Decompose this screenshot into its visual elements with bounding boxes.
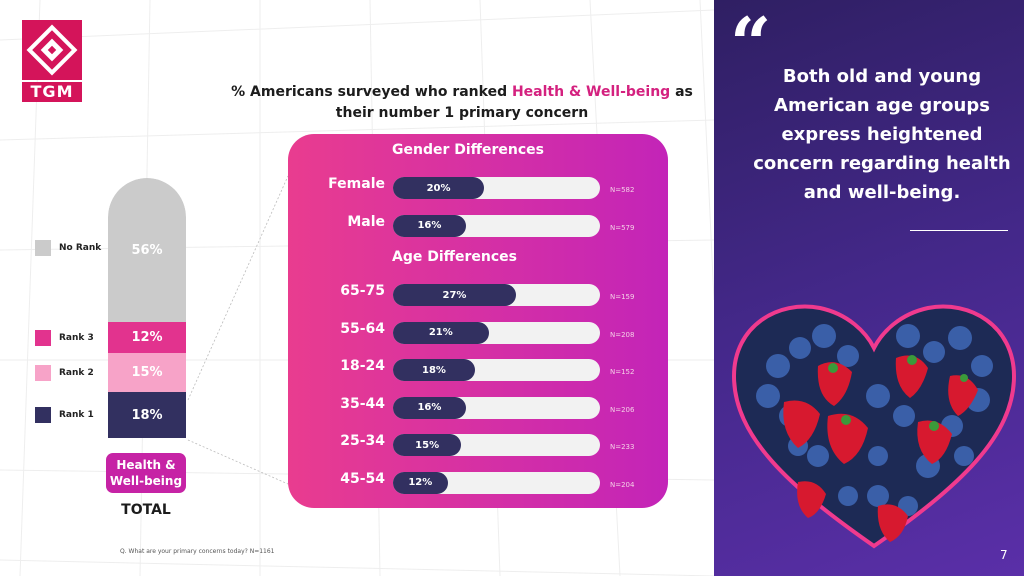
bar-fill: 16%: [393, 396, 466, 419]
stack-segment-label: 18%: [131, 407, 163, 423]
bar-value-label: 18%: [422, 364, 446, 376]
row-label: 55-64: [340, 320, 385, 337]
bar-value-label: 16%: [417, 402, 442, 413]
sample-size: N=159: [610, 293, 635, 301]
row-label: 18-24: [340, 358, 385, 374]
stack-segment-rank-1: 18%: [108, 392, 186, 438]
headline-suffix: as their number 1 primary concern: [335, 84, 693, 121]
stack-segment-label: 56%: [131, 242, 163, 258]
bar-track: 20%: [393, 177, 600, 199]
bar-fill: 15%: [393, 434, 462, 456]
bar-track: 16%: [393, 396, 600, 419]
row-label: 45-54: [340, 470, 385, 487]
headline-prefix: % Americans surveyed who ranked: [231, 84, 512, 100]
bar-track: 21%: [393, 321, 600, 344]
sample-size: N=233: [610, 443, 635, 451]
row-label: 35-44: [340, 395, 385, 412]
row-label: 25-34: [340, 433, 385, 449]
bar-fill: 27%: [393, 284, 516, 306]
legend-item: Rank 3: [35, 329, 94, 346]
quote-panel: “ Both old and young American age groups…: [714, 0, 1024, 576]
stacked-total-bar: 18% 15% 12% 56%: [108, 178, 186, 438]
sample-size: N=152: [610, 368, 635, 376]
legend-label: No Rank: [59, 243, 102, 253]
legend-swatch: [35, 329, 51, 346]
logo-text: TGM: [22, 82, 82, 102]
bar-track: 15%: [393, 434, 600, 456]
sample-size: N=208: [610, 330, 635, 339]
legend-swatch: [35, 364, 51, 381]
quote-text: Both old and young American age groups e…: [753, 66, 1011, 203]
total-label: TOTAL: [121, 502, 171, 518]
sample-size: N=206: [610, 405, 635, 414]
category-label: Health & Well-being: [106, 453, 186, 493]
bar-value-label: 27%: [442, 289, 467, 301]
legend-swatch: [35, 407, 51, 423]
section-title: Gender Differences: [392, 142, 544, 158]
row-label: 65-75: [340, 283, 385, 299]
bar-track: 12%: [393, 471, 600, 494]
legend-label: Rank 1: [59, 410, 94, 420]
bar-track: 18%: [393, 359, 600, 381]
bar-track: 27%: [393, 284, 600, 306]
differences-panel: Gender Differences Female 20% N=582 Male 16% N…: [288, 134, 668, 508]
bar-value-label: 16%: [417, 220, 442, 231]
stack-segment-label: 12%: [131, 330, 163, 345]
legend-item: Rank 2: [35, 364, 94, 381]
stack-segment-label: 15%: [131, 365, 163, 380]
bar-fill: 12%: [393, 471, 448, 494]
headline-highlight: Health & Well-being: [511, 84, 671, 100]
berries-heart-image: [731, 304, 1017, 549]
stack-segment-rank-3: 12%: [108, 322, 186, 353]
bar-value-label: 12%: [408, 477, 433, 488]
bar-track: 16%: [393, 214, 600, 237]
bar-fill: 16%: [393, 214, 466, 237]
stack-segment-no-rank: 56%: [108, 178, 186, 322]
bar-value-label: 20%: [426, 182, 451, 194]
legend-swatch: [35, 240, 51, 256]
bar-value-label: 21%: [428, 327, 453, 338]
sample-size: N=579: [610, 223, 635, 232]
bar-fill: 18%: [393, 359, 475, 381]
row-label: Male: [347, 213, 385, 230]
sample-size: N=204: [610, 480, 635, 489]
bar-fill: 20%: [393, 177, 485, 199]
bar-fill: 21%: [393, 321, 489, 344]
footnote: Q. What are your primary concerns today?…: [120, 548, 275, 555]
legend-item: Rank 1: [35, 407, 94, 423]
section-title: Age Differences: [392, 249, 517, 265]
legend-label: Rank 3: [59, 332, 94, 343]
chart-headline: % Americans surveyed who ranked Health &…: [222, 82, 702, 124]
tgm-logo: TGM: [22, 20, 82, 102]
stack-segment-rank-2: 15%: [108, 353, 186, 392]
quote-mark-icon: “: [730, 1, 772, 86]
legend-item: No Rank: [35, 240, 101, 256]
quote-divider: [910, 230, 1008, 231]
logo-diamond-icon: [22, 20, 82, 80]
bar-value-label: 15%: [415, 439, 440, 451]
sample-size: N=582: [610, 186, 635, 194]
legend-label: Rank 2: [59, 367, 94, 378]
row-label: Female: [328, 176, 385, 192]
page-number: 7: [1000, 548, 1008, 562]
